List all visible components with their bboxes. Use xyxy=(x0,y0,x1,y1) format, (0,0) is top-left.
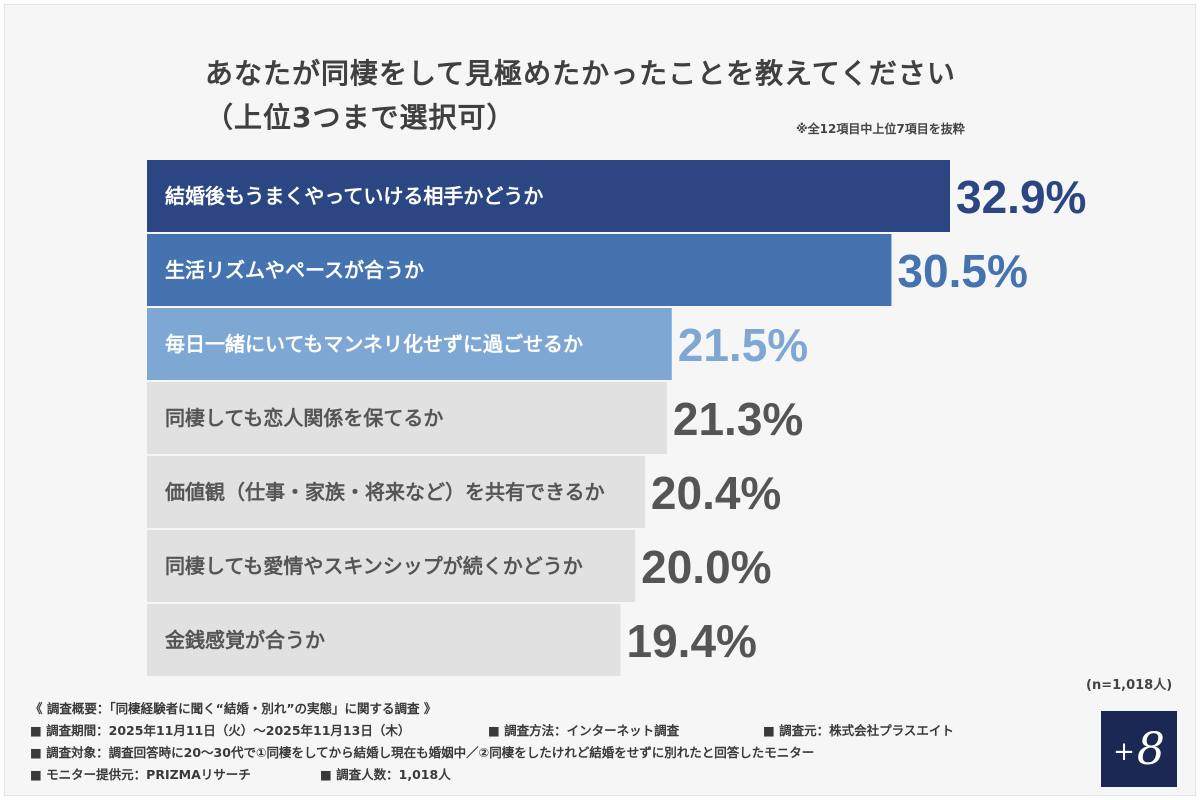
bar-4 xyxy=(147,382,667,454)
bar-value-5: 20.4% xyxy=(651,467,781,519)
logo-eight: 8 xyxy=(1136,723,1165,775)
bar-label-5: 価値観（仕事・家族・将来など）を共有できるか xyxy=(164,480,605,504)
bar-label-6: 同棲しても愛情やスキンシップが続くかどうか xyxy=(165,554,583,578)
bar-label-3: 毎日一緒にいてもマンネリ化せずに過ごせるか xyxy=(165,332,583,356)
bar-6 xyxy=(147,530,636,602)
bar-label-2: 生活リズムやペースが合うか xyxy=(165,258,424,282)
chart-subtitle: （上位3つまで選択可） xyxy=(205,101,516,134)
survey-organizer: ■ 調査元：株式会社プラスエイト xyxy=(763,723,954,738)
bar-5 xyxy=(147,456,645,528)
bar-3 xyxy=(147,308,672,380)
survey-target: ■ 調査対象：調査回答時に20〜30代で①同棲をしてから結婚し現在も婚姻中／②同… xyxy=(30,745,815,760)
survey-respondents: ■ 調査人数：1,018人 xyxy=(320,767,451,782)
bar-value-6: 20.0% xyxy=(641,541,771,593)
survey-period: ■ 調査期間：2025年11月11日（火）〜2025年11月13日（木） xyxy=(30,723,411,738)
bar-2 xyxy=(147,234,892,306)
bar-label-4: 同棲しても恋人関係を保てるか xyxy=(165,406,443,430)
bar-value-7: 19.4% xyxy=(627,615,757,667)
bar-value-4: 21.3% xyxy=(673,393,803,445)
selection-note: ※全12項目中上位7項目を抜粋 xyxy=(796,122,965,136)
plus-eight-logo: + 8 xyxy=(1101,711,1177,787)
bar-7 xyxy=(147,604,621,676)
sample-size-note: (n=1,018人) xyxy=(1086,678,1173,693)
bar-value-3: 21.5% xyxy=(678,319,808,371)
logo-plus: + xyxy=(1113,737,1135,767)
survey-method: ■ 調査方法：インターネット調査 xyxy=(488,723,680,738)
bar-1 xyxy=(147,160,950,232)
bar-label-1: 結婚後もうまくやっていける相手かどうか xyxy=(165,184,543,208)
survey-provider: ■ モニター提供元：PRIZMAリサーチ xyxy=(30,767,251,782)
survey-overview: 《 調査概要：「同棲経験者に聞く“結婚・別れ”の実態」に関する調査 》 xyxy=(30,701,437,716)
bar-label-7: 金銭感覚が合うか xyxy=(164,628,325,652)
bar-value-1: 32.9% xyxy=(956,171,1086,223)
survey-footer: 《 調査概要：「同棲経験者に聞く“結婚・別れ”の実態」に関する調査 》 ■ 調査… xyxy=(30,698,954,786)
bar-value-2: 30.5% xyxy=(897,245,1027,297)
chart-title: あなたが同棲をして見極めたかったことを教えてください xyxy=(205,57,956,90)
